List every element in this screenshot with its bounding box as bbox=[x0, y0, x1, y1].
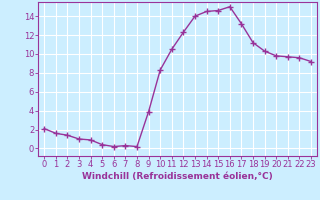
X-axis label: Windchill (Refroidissement éolien,°C): Windchill (Refroidissement éolien,°C) bbox=[82, 172, 273, 181]
